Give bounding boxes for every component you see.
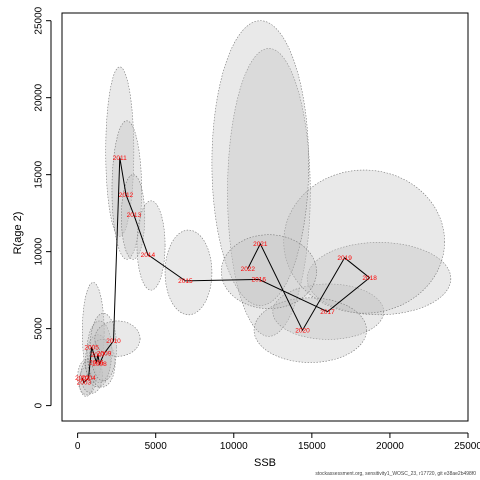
x-tick-label-0: 0 [75,441,81,452]
ellipse-2002 [77,359,97,396]
point-label-2004: 2004 [81,375,96,382]
y-tick-label-20000: 20000 [34,83,45,111]
point-label-2011: 2011 [113,155,127,162]
trajectory-line [81,157,371,384]
ellipse-2012 [111,120,142,260]
point-label-2007: 2007 [91,352,106,359]
ellipse-2007 [86,320,113,383]
ellipse-2010 [94,320,141,357]
ellipse-2013 [121,174,146,260]
point-label-2020: 2020 [295,327,310,334]
confidence-ellipses [77,20,452,397]
point-label-2002: 2002 [75,375,90,382]
ellipse-2004 [80,357,103,394]
x-tick-label-10000: 10000 [220,441,248,452]
ellipse-2022 [220,234,317,309]
y-axis-label: R(age 2) [12,212,24,255]
point-label-2022: 2022 [241,266,256,273]
point-label-2010: 2010 [106,338,121,345]
point-label-2021: 2021 [253,241,268,248]
ellipse-2020 [253,297,367,363]
ellipse-2015 [164,229,213,316]
point-label-2016: 2016 [252,277,267,284]
point-label-2006: 2006 [89,360,104,367]
y-tick-label-5000: 5000 [34,317,45,340]
ellipse-2009 [89,312,117,382]
ellipse-2021 [211,20,310,306]
x-axis: 0 5000 10000 15000 20000 25000 [75,432,480,452]
plot-frame [61,12,469,422]
x-tick-label-15000: 15000 [298,441,326,452]
x-tick-label-20000: 20000 [376,441,404,452]
credit-text: stockassessment.org, sensitivity1_WOSC_2… [315,471,476,477]
point-label-2015: 2015 [178,278,193,285]
point-label-2013: 2013 [127,212,142,219]
point-label-2017: 2017 [320,309,335,316]
point-label-2012: 2012 [119,192,134,199]
point-label-2005: 2005 [84,344,99,351]
trajectory-path [81,157,371,384]
point-label-2019: 2019 [337,255,352,262]
x-axis-label: SSB [254,457,276,469]
y-tick-label-0: 0 [34,402,45,408]
point-label-2008: 2008 [92,361,107,368]
x-tick-label-25000: 25000 [454,441,480,452]
y-axis: 0 5000 10000 15000 20000 25000 [34,6,52,408]
y-tick-label-10000: 10000 [34,237,45,265]
point-label-2009: 2009 [97,350,112,357]
point-label-2018: 2018 [362,275,377,282]
ellipse-2019 [283,169,445,314]
ellipse-2016 [227,48,311,337]
point-label-2014: 2014 [141,252,156,259]
ellipse-2014 [136,200,166,291]
point-label-2003: 2003 [77,380,92,387]
ellipse-2011 [105,66,135,237]
y-tick-label-25000: 25000 [34,6,45,34]
x-tick-label-5000: 5000 [145,441,168,452]
y-tick-label-15000: 15000 [34,160,45,188]
